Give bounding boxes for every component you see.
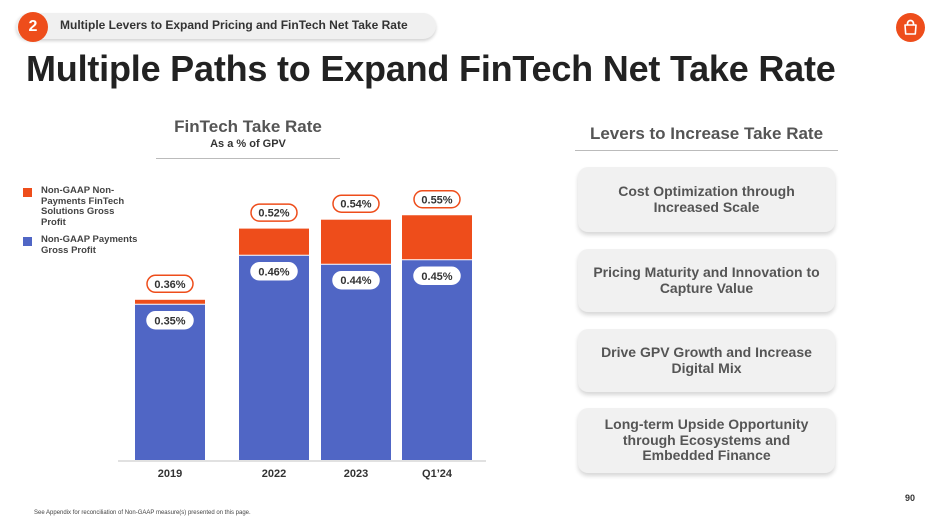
total-value-label-2019-pill: [146, 274, 194, 294]
payments-value-label-2019-pill: [146, 311, 194, 330]
bar-payments-2022: [239, 255, 309, 460]
section-title: Multiple Levers to Expand Pricing and Fi…: [60, 18, 408, 32]
footnote: See Appendix for reconciliation of Non-G…: [34, 510, 251, 516]
legend-item-payments: Non-GAAP Payments Gross Profit: [23, 234, 141, 256]
lever-card-gpv-growth: Drive GPV Growth and Increase Digital Mi…: [578, 329, 835, 392]
payments-value-label-2022-pill: [250, 262, 298, 281]
levers-title: Levers to Increase Take Rate: [589, 124, 824, 143]
x-tick-label-q124: Q1’24: [422, 468, 453, 480]
payments-value-label-2019: 0.35%: [154, 315, 185, 327]
bar-non-payments-2022: [239, 228, 309, 256]
x-tick-label-2023: 2023: [344, 468, 368, 480]
total-value-label-q124: 0.55%: [421, 194, 452, 206]
bar-payments-2023: [321, 264, 391, 460]
x-tick-label-2022: 2022: [262, 468, 286, 480]
legend-label-payments: Non-GAAP Payments Gross Profit: [41, 234, 138, 256]
total-value-label-2022-pill: [250, 203, 298, 222]
chart-title-divider: [156, 158, 340, 159]
total-value-label-2023: 0.54%: [340, 199, 371, 211]
x-tick-label-2019: 2019: [158, 468, 182, 480]
payments-value-label-2022: 0.46%: [258, 266, 289, 278]
bar-payments-q124: [402, 259, 472, 460]
bar-payments-2019: [135, 304, 205, 460]
payments-value-label-q124-pill: [413, 266, 461, 285]
total-value-label-2022: 0.52%: [258, 208, 289, 220]
lever-card-ecosystems: Long-term Upside Opportunity through Eco…: [578, 408, 835, 473]
section-number-badge: 2: [18, 12, 48, 42]
payments-value-label-q124: 0.45%: [421, 271, 452, 283]
levers-title-divider: [575, 150, 838, 151]
bar-non-payments-q124: [402, 215, 472, 260]
bar-non-payments-2023: [321, 219, 391, 265]
bar-non-payments-2019: [135, 299, 205, 305]
page-number: 90: [905, 493, 916, 503]
lever-card-pricing-maturity: Pricing Maturity and Innovation to Captu…: [578, 249, 835, 312]
legend-label-non-payments: Non-GAAP Non-Payments FinTech Solutions …: [41, 185, 125, 228]
payments-value-label-2023: 0.44%: [340, 275, 371, 287]
section-banner: [16, 13, 436, 39]
lever-card-cost-optimization: Cost Optimization through Increased Scal…: [578, 167, 835, 232]
total-value-label-q124-pill: [413, 190, 461, 209]
legend-swatch-non-payments: [23, 188, 32, 197]
total-value-label-2023-pill: [332, 194, 380, 213]
payments-value-label-2023-pill: [332, 270, 380, 290]
total-value-label-2019: 0.36%: [154, 279, 185, 291]
chart-subtitle: As a % of GPV: [210, 138, 286, 150]
legend-swatch-payments: [23, 237, 32, 246]
page-title: Multiple Paths to Expand FinTech Net Tak…: [26, 48, 836, 89]
chart-title: FinTech Take Rate: [174, 117, 322, 136]
shopping-bag-logo-icon: [896, 13, 925, 42]
legend-item-non-payments: Non-GAAP Non-Payments FinTech Solutions …: [23, 185, 141, 228]
